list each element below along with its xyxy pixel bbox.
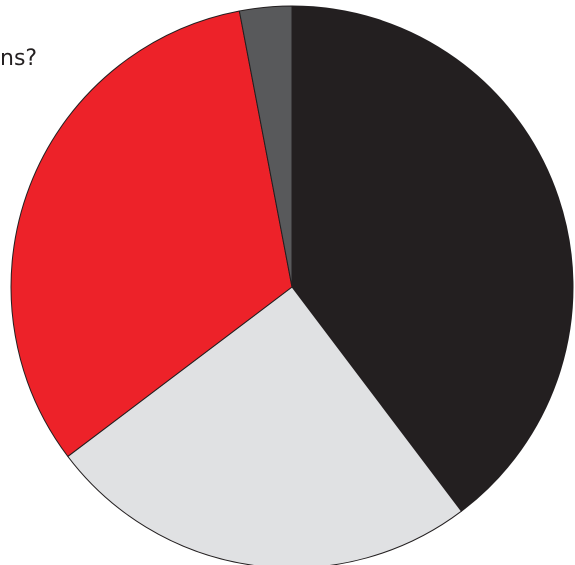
pie-slice-4: [238, 5, 293, 288]
pie-slice-2: [67, 286, 462, 565]
pie-slice-3: [10, 10, 293, 457]
chart-title: ns?: [0, 46, 38, 71]
pie-slice-1: [291, 5, 574, 512]
